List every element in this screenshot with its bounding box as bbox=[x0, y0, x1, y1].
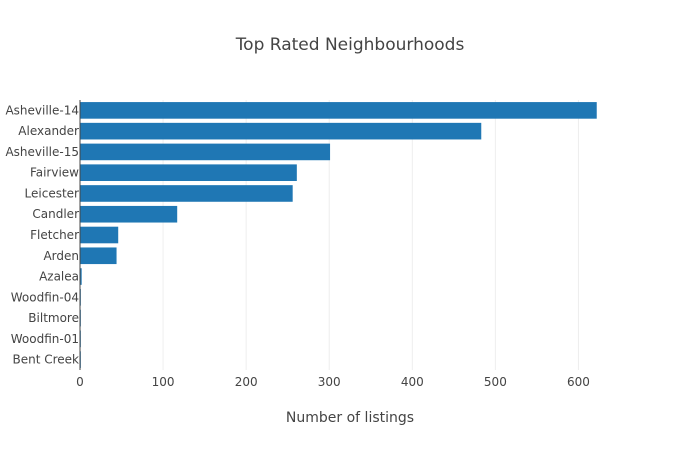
category-label: Woodfin-04 bbox=[11, 290, 79, 304]
x-tick-label: 0 bbox=[76, 375, 84, 389]
category-label: Bent Creek bbox=[12, 353, 79, 367]
category-label: Candler bbox=[32, 207, 79, 221]
x-tick-label: 400 bbox=[401, 375, 424, 389]
category-label: Fletcher bbox=[30, 228, 79, 242]
x-tick-labels: 0 100 200 300 400 500 600 bbox=[76, 375, 590, 389]
x-axis-title: Number of listings bbox=[286, 410, 414, 426]
x-tick-label: 600 bbox=[567, 375, 590, 389]
bar bbox=[80, 205, 178, 223]
category-label: Alexander bbox=[18, 124, 79, 138]
x-tick-label: 100 bbox=[152, 375, 175, 389]
category-label: Woodfin-01 bbox=[11, 332, 79, 346]
category-label: Biltmore bbox=[28, 311, 79, 325]
gridlines bbox=[162, 100, 579, 370]
chart-title: Top Rated Neighbourhoods bbox=[235, 35, 465, 55]
bar bbox=[80, 122, 482, 140]
bar bbox=[80, 185, 293, 202]
bar bbox=[80, 164, 297, 181]
bar bbox=[80, 247, 117, 265]
category-label: Arden bbox=[43, 249, 79, 263]
bars bbox=[80, 102, 597, 368]
category-label: Fairview bbox=[30, 166, 79, 180]
bar bbox=[80, 102, 597, 119]
bar bbox=[80, 143, 331, 161]
category-label: Asheville-15 bbox=[5, 145, 79, 159]
x-tick-label: 200 bbox=[235, 375, 258, 389]
x-tick-label: 500 bbox=[484, 375, 507, 389]
category-labels: Asheville-14 Alexander Asheville-15 Fairvie… bbox=[5, 103, 79, 366]
category-label: Asheville-14 bbox=[5, 103, 79, 117]
category-label: Azalea bbox=[39, 270, 79, 284]
bar bbox=[80, 268, 82, 285]
category-label: Leicester bbox=[25, 186, 80, 200]
x-tick-label: 300 bbox=[318, 375, 341, 389]
bar bbox=[80, 226, 119, 244]
